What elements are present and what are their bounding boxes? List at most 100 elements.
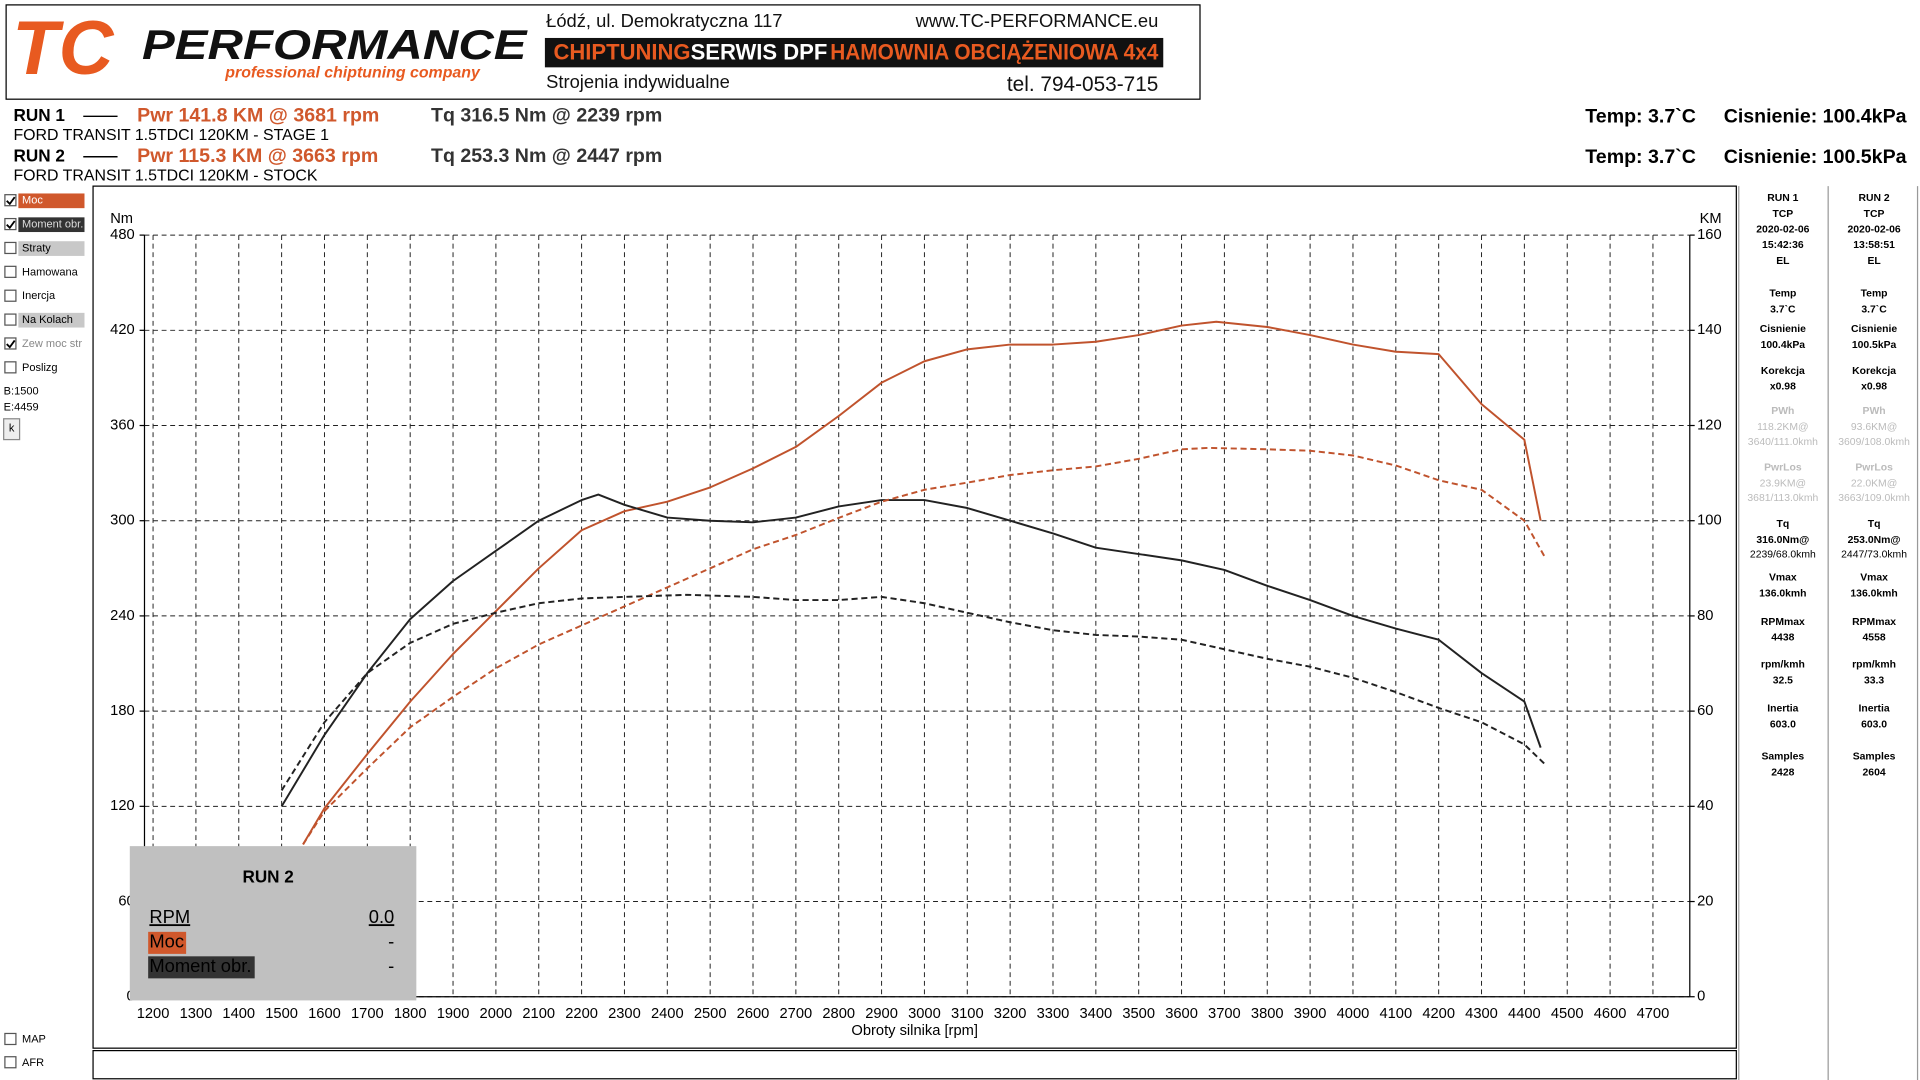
option-label[interactable]: Moc: [22, 195, 43, 207]
x-tick-label: 2100: [522, 1006, 555, 1022]
option-highlight: [18, 217, 85, 233]
x-tick-label: 1300: [180, 1006, 213, 1022]
stat-label: RPMmax: [1761, 617, 1805, 628]
x-tick-label: 3300: [1037, 1006, 1070, 1022]
stat-value: 2428: [1771, 767, 1794, 778]
x-tick-label: 3100: [951, 1006, 984, 1022]
stat-value: x0.98: [1770, 382, 1796, 393]
stat-value: 3663/109.0kmh: [1838, 493, 1910, 504]
x-tick-label: 2500: [694, 1006, 727, 1022]
stat-value: 118.2KM@: [1757, 422, 1808, 433]
stat-label: RPMmax: [1852, 617, 1896, 628]
stat-label: rpm/kmh: [1761, 660, 1805, 671]
stat-value: 603.0: [1770, 720, 1796, 731]
banner-text: SERWIS DPF: [691, 40, 828, 65]
checkbox[interactable]: [4, 289, 17, 302]
option-label[interactable]: Inercja: [22, 290, 56, 302]
option-label[interactable]: Straty: [22, 242, 51, 254]
checkbox[interactable]: [4, 361, 17, 374]
range-begin: B:1500: [4, 386, 39, 398]
option-highlight: [18, 241, 85, 256]
x-tick-label: 1500: [265, 1006, 298, 1022]
x-tick-label: 4300: [1465, 1006, 1498, 1022]
x-tick-label: 2000: [480, 1006, 513, 1022]
popup-label: Moment obr.: [149, 955, 251, 976]
x-tick-label: 3800: [1251, 1006, 1284, 1022]
run-header: TCP: [1864, 209, 1885, 220]
checkbox[interactable]: [4, 1056, 17, 1069]
run-power: Pwr 141.8 KM @ 3681 rpm: [137, 104, 379, 126]
checkbox[interactable]: [4, 1032, 17, 1046]
y-tick-label: 420: [110, 322, 135, 338]
stat-label: Vmax: [1860, 573, 1888, 584]
stat-label: Tq: [1777, 519, 1790, 530]
run-description: FORD TRANSIT 1.5TDCI 120KM - STOCK: [13, 168, 317, 185]
stat-value: 4558: [1863, 633, 1886, 644]
y2-tick-label: 120: [1697, 417, 1722, 433]
stat-value: 22.0KM@: [1851, 478, 1897, 489]
popup-value: -: [388, 931, 394, 952]
run-description: FORD TRANSIT 1.5TDCI 120KM - STAGE 1: [13, 127, 329, 144]
x-tick-label: 2900: [865, 1006, 898, 1022]
checkmark: [6, 196, 16, 206]
run-header: 2020-02-06: [1848, 224, 1901, 235]
run-name: RUN 2: [13, 145, 64, 165]
stat-label: Korekcja: [1852, 366, 1896, 377]
checkbox[interactable]: [4, 337, 17, 350]
popup-value: -: [388, 955, 394, 976]
stat-label: Tq: [1868, 519, 1881, 530]
y-tick-label: 120: [110, 798, 135, 814]
stat-value: 136.0kmh: [1759, 589, 1806, 600]
checkbox[interactable]: [4, 241, 17, 255]
option-label[interactable]: Hamowana: [22, 266, 79, 278]
y2-tick-label: 140: [1697, 322, 1722, 338]
x-tick-label: 2800: [822, 1006, 855, 1022]
x-tick-label: 4100: [1379, 1006, 1412, 1022]
option-label[interactable]: Poslizg: [22, 362, 58, 374]
plot-lines: RUN 2 RPM 0.0 Moc - Moment obr. -: [129, 320, 1547, 1001]
x-tick-label: 3900: [1294, 1006, 1327, 1022]
stat-value: 603.0: [1861, 720, 1887, 731]
stat-label: PWh: [1771, 406, 1794, 417]
x-tick-label: 1700: [351, 1006, 384, 1022]
popup-value: 0.0: [369, 906, 395, 927]
stat-label: Vmax: [1769, 573, 1797, 584]
popup-row-highlight: [148, 956, 255, 979]
run-header: EL: [1867, 256, 1881, 267]
stat-value: 3640/111.0kmh: [1748, 437, 1818, 448]
option-label[interactable]: MAP: [22, 1033, 46, 1045]
checkbox[interactable]: [4, 194, 17, 207]
checkbox[interactable]: [4, 265, 17, 278]
option-label[interactable]: Moment obr.: [22, 219, 83, 231]
series-line: [302, 320, 1542, 845]
y-tick-label: 480: [110, 227, 135, 243]
x-tick-label: 1800: [394, 1006, 427, 1022]
option-label[interactable]: Zew moc str: [22, 338, 82, 350]
y2-tick-label: 80: [1697, 608, 1713, 624]
x-tick-label: 3700: [1208, 1006, 1241, 1022]
banner-text: HAMOWNIA OBCIĄŻENIOWA 4x4: [830, 40, 1159, 65]
checkbox[interactable]: [4, 313, 17, 326]
y2-tick-label: 0: [1697, 989, 1705, 1005]
tuning: Strojenia indywidualne: [546, 71, 730, 92]
stat-label: Inertia: [1858, 704, 1889, 715]
y-tick-label: 360: [110, 417, 135, 433]
x-tick-label: 4500: [1551, 1006, 1584, 1022]
stat-value: 33.3: [1864, 676, 1884, 687]
run-temp: Temp: 3.7`C: [1585, 106, 1696, 128]
y2-tick-label: 60: [1697, 703, 1713, 719]
button-label[interactable]: k: [9, 422, 15, 434]
stat-value: 253.0Nm@: [1848, 535, 1901, 546]
option-label[interactable]: Na Kolach: [22, 314, 73, 326]
run-header: EL: [1776, 256, 1790, 267]
checkbox[interactable]: [4, 217, 17, 231]
stat-label: rpm/kmh: [1852, 660, 1896, 671]
option-label[interactable]: AFR: [22, 1057, 44, 1069]
button[interactable]: [3, 418, 21, 441]
x-tick-label: 3200: [994, 1006, 1027, 1022]
stat-label: Samples: [1761, 751, 1804, 762]
x-tick-label: 4700: [1637, 1006, 1670, 1022]
x-tick-label: 4200: [1422, 1006, 1455, 1022]
series-line: [302, 446, 1547, 845]
